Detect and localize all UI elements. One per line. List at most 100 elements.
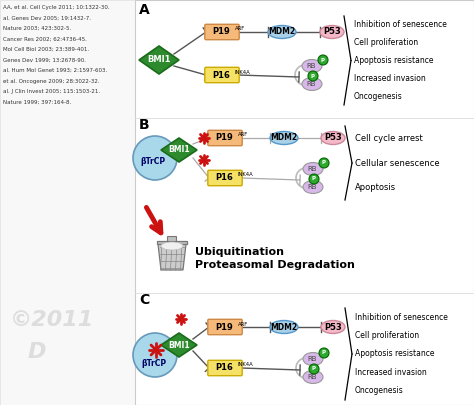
Text: P: P <box>311 73 315 79</box>
Text: MDM2: MDM2 <box>271 322 298 332</box>
FancyBboxPatch shape <box>208 130 242 146</box>
Circle shape <box>319 158 329 168</box>
Ellipse shape <box>268 26 296 38</box>
Text: ARF: ARF <box>238 322 248 326</box>
Text: Mol Cell Biol 2003; 23:389-401.: Mol Cell Biol 2003; 23:389-401. <box>3 47 89 52</box>
Text: Cellular senescence: Cellular senescence <box>355 158 439 168</box>
FancyBboxPatch shape <box>205 67 239 83</box>
Circle shape <box>318 55 328 65</box>
Text: RB: RB <box>307 356 317 362</box>
Text: P: P <box>312 177 316 181</box>
Text: P: P <box>322 350 326 356</box>
Text: RB: RB <box>307 374 317 380</box>
Bar <box>135 0 474 405</box>
Text: RB: RB <box>307 166 317 172</box>
Text: Cancer Res 2002; 62:4736-45.: Cancer Res 2002; 62:4736-45. <box>3 36 87 41</box>
Text: BMI1: BMI1 <box>147 55 171 64</box>
FancyBboxPatch shape <box>167 237 176 241</box>
Circle shape <box>133 333 177 377</box>
Polygon shape <box>158 244 186 270</box>
Text: Genes Dev 1999; 13:2678-90.: Genes Dev 1999; 13:2678-90. <box>3 58 86 62</box>
Ellipse shape <box>321 320 345 333</box>
Text: A: A <box>139 3 150 17</box>
Text: INK4A: INK4A <box>238 362 254 367</box>
Text: C: C <box>139 293 149 307</box>
Text: RB: RB <box>307 184 317 190</box>
Polygon shape <box>161 138 197 162</box>
Bar <box>0 0 135 405</box>
Text: Inhibition of senescence: Inhibition of senescence <box>354 20 447 30</box>
Ellipse shape <box>303 352 323 365</box>
Bar <box>157 241 187 244</box>
Text: Cell proliferation: Cell proliferation <box>354 38 418 47</box>
Text: Proteasomal Degradation: Proteasomal Degradation <box>195 260 355 270</box>
Ellipse shape <box>302 77 322 90</box>
Text: Oncogenesis: Oncogenesis <box>354 92 403 100</box>
Circle shape <box>133 136 177 180</box>
Ellipse shape <box>303 162 323 175</box>
Text: Inhibition of senescence: Inhibition of senescence <box>355 313 448 322</box>
Text: BMI1: BMI1 <box>168 341 190 350</box>
Text: P19: P19 <box>212 28 230 36</box>
Text: B: B <box>139 118 150 132</box>
Text: P53: P53 <box>324 322 342 332</box>
Text: Increased invasion: Increased invasion <box>354 74 426 83</box>
Polygon shape <box>161 333 197 357</box>
Text: βTrCP: βTrCP <box>140 156 165 166</box>
Circle shape <box>309 174 319 184</box>
Ellipse shape <box>303 371 323 384</box>
Ellipse shape <box>161 242 183 250</box>
Text: D: D <box>28 342 46 362</box>
Text: βTrCP: βTrCP <box>141 358 166 367</box>
Text: al. J Clin Invest 2005; 115:1503-21.: al. J Clin Invest 2005; 115:1503-21. <box>3 89 100 94</box>
Text: al. Hum Mol Genet 1993; 2:1597-603.: al. Hum Mol Genet 1993; 2:1597-603. <box>3 68 107 73</box>
Text: Apoptosis resistance: Apoptosis resistance <box>354 56 434 65</box>
Text: BMI1: BMI1 <box>168 145 190 154</box>
Text: P: P <box>322 160 326 166</box>
Text: Oncogenesis: Oncogenesis <box>355 386 404 395</box>
Text: Apoptosis resistance: Apoptosis resistance <box>355 350 435 358</box>
Ellipse shape <box>270 132 298 145</box>
Ellipse shape <box>320 26 344 38</box>
Circle shape <box>309 364 319 374</box>
Polygon shape <box>139 46 179 74</box>
FancyBboxPatch shape <box>205 24 239 40</box>
Ellipse shape <box>321 132 345 145</box>
FancyBboxPatch shape <box>208 319 242 335</box>
Text: P: P <box>312 367 316 371</box>
Text: Cell cycle arrest: Cell cycle arrest <box>355 134 423 143</box>
Text: AA, et al. Cell Cycle 2011; 10:1322-30.: AA, et al. Cell Cycle 2011; 10:1322-30. <box>3 5 109 10</box>
Text: RB: RB <box>306 81 316 87</box>
Text: Increased invasion: Increased invasion <box>355 368 427 377</box>
Ellipse shape <box>302 60 322 72</box>
Text: INK4A: INK4A <box>235 70 251 75</box>
Text: P53: P53 <box>323 28 341 36</box>
FancyBboxPatch shape <box>208 360 242 376</box>
Text: P16: P16 <box>212 70 230 79</box>
Text: P19: P19 <box>215 134 233 143</box>
Circle shape <box>308 71 318 81</box>
Text: et al. Oncogene 2009; 28:3022-32.: et al. Oncogene 2009; 28:3022-32. <box>3 79 100 83</box>
Text: Apoptosis: Apoptosis <box>355 183 396 192</box>
Ellipse shape <box>303 181 323 194</box>
FancyBboxPatch shape <box>208 170 242 186</box>
Text: RB: RB <box>306 63 316 69</box>
Text: P16: P16 <box>215 364 233 373</box>
Text: P: P <box>321 58 325 62</box>
Text: Nature 2003; 423:302-5.: Nature 2003; 423:302-5. <box>3 26 71 31</box>
Text: al. Genes Dev 2005; 19:1432-7.: al. Genes Dev 2005; 19:1432-7. <box>3 15 91 21</box>
Ellipse shape <box>270 320 298 333</box>
Text: Nature 1999; 397:164-8.: Nature 1999; 397:164-8. <box>3 100 71 104</box>
Text: MDM2: MDM2 <box>271 134 298 143</box>
Text: P16: P16 <box>215 173 233 183</box>
Text: ©2011: ©2011 <box>10 310 94 330</box>
Text: ARF: ARF <box>235 26 245 32</box>
Circle shape <box>319 348 329 358</box>
Text: Ubiquitination: Ubiquitination <box>195 247 284 257</box>
Text: Cell proliferation: Cell proliferation <box>355 331 419 340</box>
Text: P53: P53 <box>324 134 342 143</box>
Text: P19: P19 <box>215 322 233 332</box>
Text: INK4A: INK4A <box>238 173 254 177</box>
Text: MDM2: MDM2 <box>268 28 296 36</box>
Text: ARF: ARF <box>238 132 248 138</box>
